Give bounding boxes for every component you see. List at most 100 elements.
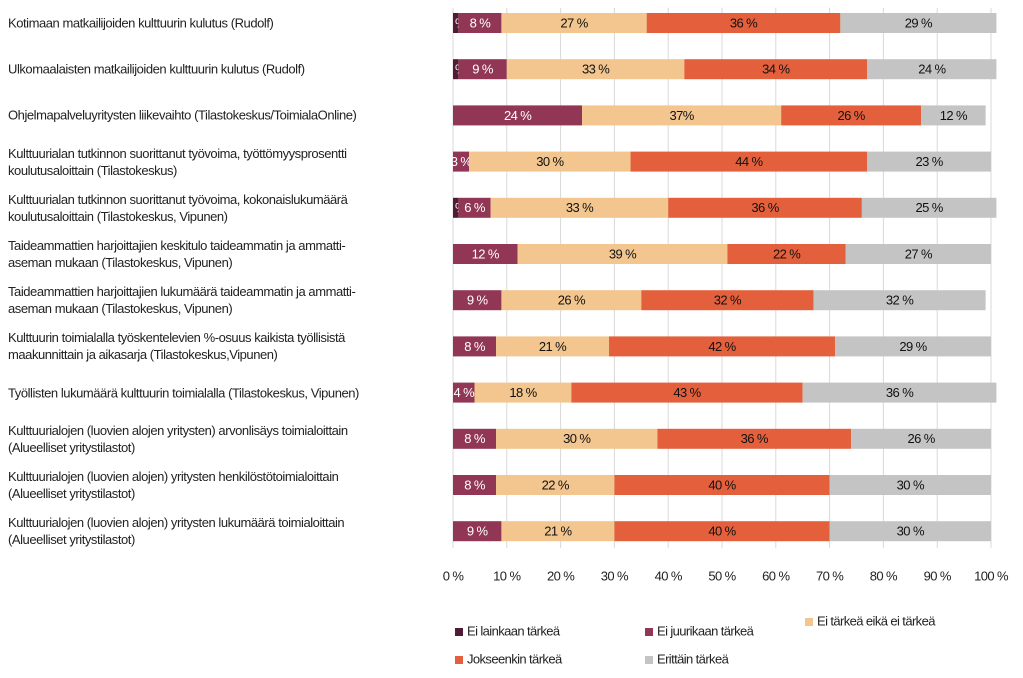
- bar-segment: [921, 105, 986, 126]
- data-label: 8 %: [464, 339, 486, 354]
- category-label: Kulttuurialojen (luovien alojen) yrityst…: [8, 469, 339, 501]
- bar-segment: [867, 59, 997, 80]
- x-tick-label: 20 %: [547, 568, 575, 583]
- data-label: 43 %: [673, 385, 701, 400]
- category-label: Kulttuurin toimialalla työskentelevien %…: [8, 330, 345, 363]
- data-label: 21 %: [544, 524, 572, 539]
- data-label: 9 %: [472, 62, 494, 77]
- bar-segment: [609, 336, 835, 357]
- data-label: 34 %: [762, 62, 790, 77]
- category-label: Ulkomaalaisten matkailijoiden kulttuurin…: [8, 61, 305, 77]
- bar-segment: [571, 382, 803, 403]
- bar-segment: [453, 521, 502, 542]
- bar-segment: [453, 105, 583, 126]
- x-tick-label: 100 %: [974, 568, 1009, 583]
- bar-segment: [501, 290, 642, 311]
- bar-segment: [851, 428, 991, 449]
- bar-segment: [453, 336, 497, 357]
- bar-segment: [614, 521, 830, 542]
- bar-segment: [845, 244, 991, 264]
- category-label: Taideammattien harjoittajien keskitulo t…: [8, 238, 346, 270]
- legend-label: Ei juurikaan tärkeä: [657, 623, 755, 638]
- bar-segment: [668, 197, 862, 218]
- bar-segment: [506, 59, 685, 80]
- x-tick-label: 70 %: [816, 568, 844, 583]
- data-label: 4 %: [453, 385, 475, 400]
- category-label: Kulttuurialan tutkinnon suorittanut työv…: [8, 145, 347, 178]
- bar-segment: [490, 197, 669, 218]
- bar-segment: [496, 475, 615, 495]
- data-label: 9 %: [467, 524, 489, 539]
- data-label: 26 %: [838, 108, 866, 123]
- data-label: 42 %: [708, 339, 736, 354]
- x-tick-label: 10 %: [493, 568, 521, 583]
- data-label: 44 %: [735, 154, 763, 169]
- bar-segment: [501, 13, 647, 33]
- bar-segment: [501, 521, 615, 542]
- data-label: 33 %: [566, 200, 594, 215]
- data-label: 27 %: [905, 246, 933, 261]
- category-label: Työllisten lukumäärä kulttuurin toimiala…: [8, 385, 359, 401]
- legend-swatch: [455, 628, 463, 636]
- data-label: 32 %: [886, 293, 914, 308]
- legend-swatch: [455, 656, 463, 664]
- category-label: Taideammattien harjoittajien lukumäärä t…: [8, 284, 356, 317]
- bar-segment: [453, 244, 518, 264]
- bar-segment: [657, 428, 852, 449]
- bar-segment: [684, 59, 868, 80]
- data-label: 36 %: [741, 431, 769, 446]
- legend-swatch: [645, 628, 653, 636]
- data-label: 6 %: [464, 200, 486, 215]
- bar-segment: [453, 382, 475, 403]
- bar-segment: [458, 13, 502, 33]
- category-label: Kulttuurialojen (luovien alojen yrityste…: [8, 422, 348, 455]
- legend-swatch: [645, 656, 653, 664]
- data-label: 36 %: [751, 200, 779, 215]
- bar-segment: [453, 290, 502, 311]
- bar-segment: [727, 244, 846, 264]
- data-label: 30 %: [536, 154, 564, 169]
- data-label: 26 %: [558, 293, 586, 308]
- bar-segment: [861, 197, 997, 218]
- x-tick-label: 80 %: [870, 568, 898, 583]
- data-label: 30 %: [563, 431, 591, 446]
- bar-segment: [458, 59, 507, 80]
- bar-segment: [630, 151, 868, 172]
- bar-segment: [453, 197, 459, 218]
- bar-segment: [469, 151, 631, 172]
- bar-segment: [453, 13, 459, 33]
- data-label: 3 %: [451, 154, 473, 169]
- data-label: 9 %: [467, 293, 489, 308]
- data-label: 30 %: [897, 477, 925, 492]
- bar-segment: [867, 151, 991, 172]
- legend-label: Ei tärkeä eikä ei tärkeä: [817, 613, 936, 628]
- bar-segment: [614, 475, 830, 495]
- data-label: 12 %: [472, 246, 500, 261]
- data-label: 24 %: [504, 108, 532, 123]
- legend-swatch: [805, 618, 813, 626]
- data-label: 40 %: [708, 524, 736, 539]
- bar-segment: [496, 336, 610, 357]
- data-label: 25 %: [916, 200, 944, 215]
- bar-segment: [517, 244, 728, 264]
- bar-segment: [646, 13, 841, 33]
- bar-segment: [453, 59, 459, 80]
- category-label: Kotimaan matkailijoiden kulttuurin kulut…: [8, 15, 274, 31]
- bar-segment: [834, 336, 991, 357]
- data-label: 32 %: [714, 293, 742, 308]
- category-label: Ohjelmapalveluyritysten liikevaihto (Til…: [8, 107, 357, 123]
- data-label: 23 %: [916, 154, 944, 169]
- data-label: 30 %: [897, 524, 925, 539]
- data-label: 24 %: [918, 62, 946, 77]
- bar-segment: [474, 382, 572, 403]
- x-tick-label: 50 %: [708, 568, 736, 583]
- legend-label: Ei lainkaan tärkeä: [467, 623, 561, 638]
- x-tick-label: 30 %: [601, 568, 629, 583]
- x-tick-label: 40 %: [655, 568, 683, 583]
- data-label: 29 %: [899, 339, 927, 354]
- bar-segment: [840, 13, 997, 33]
- bar-segment: [458, 197, 491, 218]
- data-label: 36 %: [730, 15, 758, 30]
